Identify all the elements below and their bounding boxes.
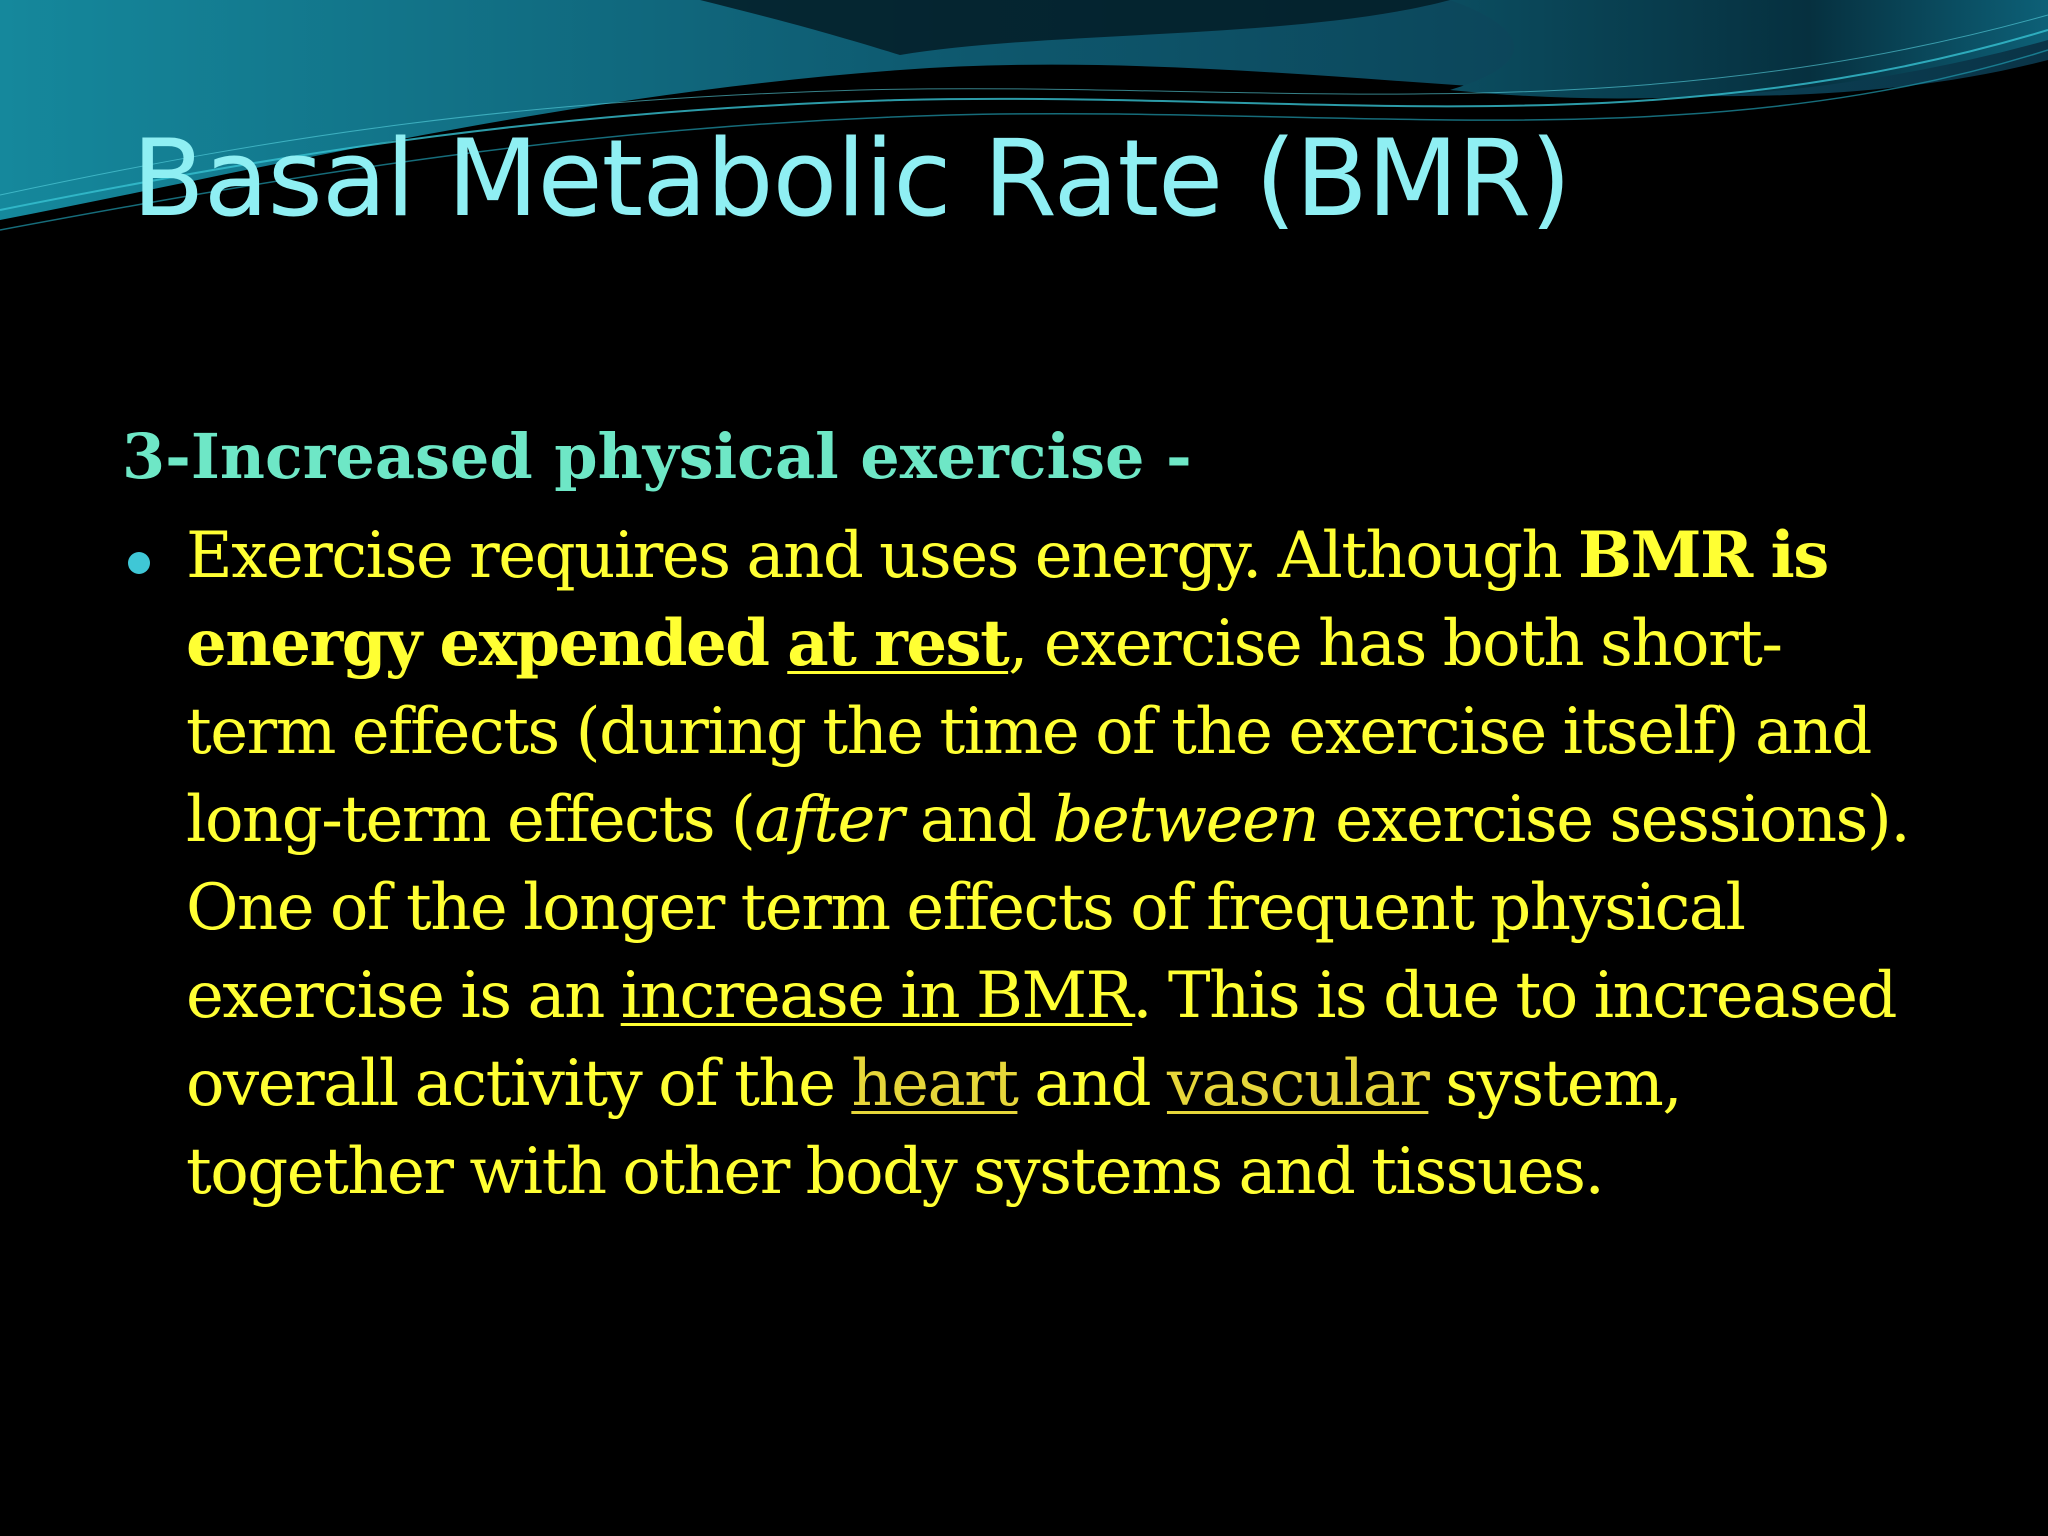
bullet-line-6: exercise is an increase in BMR. This is … <box>186 952 1942 1040</box>
text-run: system, <box>1428 1047 1682 1122</box>
underlined-text: increase in BMR <box>620 959 1134 1034</box>
bullet-line-2: energy expended at rest, exercise has bo… <box>186 600 1942 688</box>
bullet-line-8: together with other body systems and tis… <box>186 1135 1605 1210</box>
text-run: long-term effects ( <box>186 783 756 858</box>
bullet-line-5: One of the longer term effects of freque… <box>186 871 1746 946</box>
text-run: overall activity of the <box>186 1047 852 1122</box>
bold-underlined-text: at rest <box>787 606 1009 682</box>
text-run: and <box>1017 1047 1167 1122</box>
bullet-line-7: overall activity of the heart and vascul… <box>186 1040 1942 1128</box>
text-run: exercise sessions). <box>1318 783 1911 858</box>
bullet-line-1: Exercise requires and uses energy. Altho… <box>186 512 1942 600</box>
bullet-dot-icon <box>128 552 150 575</box>
slide-title: Basal Metabolic Rate (BMR) <box>132 117 1571 240</box>
text-run: exercise is an <box>186 959 621 1034</box>
subheading: 3-Increased physical exercise - <box>122 420 1192 493</box>
slide-content: 3-Increased physical exercise - Exercise… <box>122 420 1942 1216</box>
text-run: , exercise has both short- <box>1008 607 1783 682</box>
bold-text: BMR is <box>1578 518 1829 594</box>
italic-text: after <box>754 783 904 858</box>
bullet-text: Exercise requires and uses energy. Altho… <box>186 512 1942 1216</box>
bullet-line-3: term effects (during the time of the exe… <box>186 695 1872 770</box>
text-run: Exercise requires and uses energy. Altho… <box>186 519 1579 594</box>
bullet-item: Exercise requires and uses energy. Altho… <box>122 512 1942 1216</box>
text-run: and <box>902 783 1053 858</box>
heart-link[interactable]: heart <box>851 1047 1019 1122</box>
bold-text: energy expended <box>186 606 788 682</box>
vascular-link[interactable]: vascular <box>1166 1047 1430 1122</box>
italic-text: between <box>1052 783 1319 858</box>
text-run: . This is due to increased <box>1132 959 1897 1034</box>
bullet-line-4: long-term effects (after and between exe… <box>186 776 1942 864</box>
header-wave-decoration <box>0 0 2048 231</box>
